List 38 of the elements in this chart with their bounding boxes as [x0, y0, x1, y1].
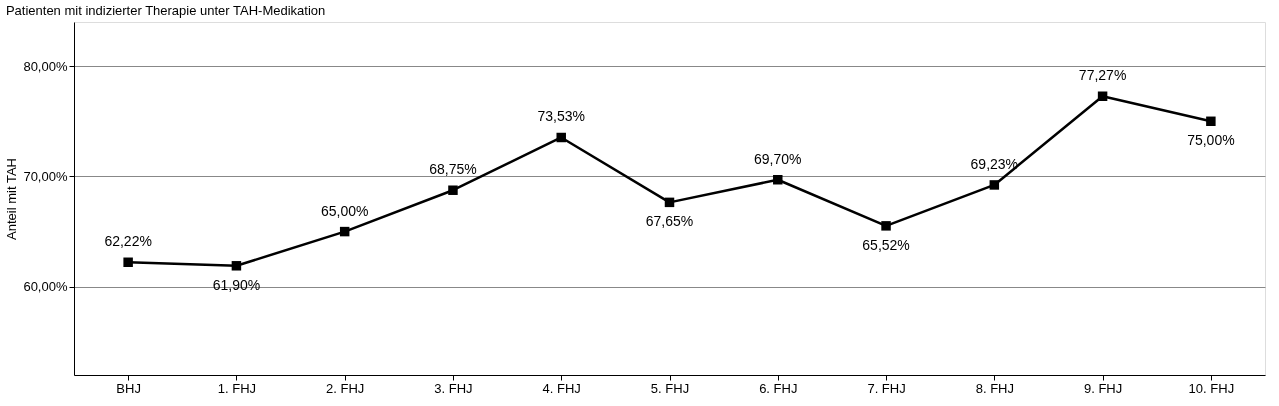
data-label: 75,00%	[1187, 132, 1235, 149]
data-label: 69,23%	[970, 155, 1019, 172]
data-label: 61,90%	[212, 276, 261, 293]
x-tick-label: 3. FHJ	[434, 380, 473, 396]
point	[556, 132, 566, 143]
point	[773, 175, 783, 185]
x-tick-label: 1. FHJ	[217, 380, 257, 396]
x-tick-label: 7. FHJ	[867, 380, 906, 396]
point	[1206, 116, 1216, 127]
data-label: 67,65%	[645, 213, 694, 230]
x-tick-label: 2. FHJ	[326, 380, 365, 396]
data-label: 69,70%	[754, 150, 802, 167]
x-tick-label: 8. FHJ	[975, 380, 1014, 396]
data-label: 68,75%	[429, 161, 477, 178]
point	[448, 185, 458, 195]
point	[664, 197, 675, 208]
point	[339, 226, 350, 237]
point	[881, 221, 891, 231]
point	[231, 261, 242, 271]
data-label: 65,52%	[862, 236, 910, 253]
x-tick-label: 10. FHJ	[1188, 380, 1235, 396]
point	[123, 257, 133, 267]
x-tick-label: 9. FHJ	[1083, 380, 1123, 396]
x-tick-label: BHJ	[116, 380, 141, 396]
y-tick-label: 60,00%	[23, 279, 68, 295]
x-tick-label: 5. FHJ	[650, 380, 690, 396]
data-label: 73,53%	[537, 108, 585, 125]
chart-title: Patienten mit indizierter Therapie unter TAH-Medikation	[5, 3, 326, 18]
point	[1097, 91, 1108, 101]
point	[989, 180, 1000, 190]
data-label: 62,22%	[104, 233, 152, 250]
x-tick-label: 4. FHJ	[542, 380, 581, 396]
y-tick-label: 80,00%	[23, 58, 68, 74]
data-label: 77,27%	[1078, 67, 1127, 84]
y-tick-label: 70,00%	[23, 168, 68, 184]
y-axis-title: Anteil mit TAH	[4, 158, 20, 240]
data-label: 65,00%	[320, 202, 369, 219]
x-tick-label: 6. FHJ	[759, 380, 798, 396]
